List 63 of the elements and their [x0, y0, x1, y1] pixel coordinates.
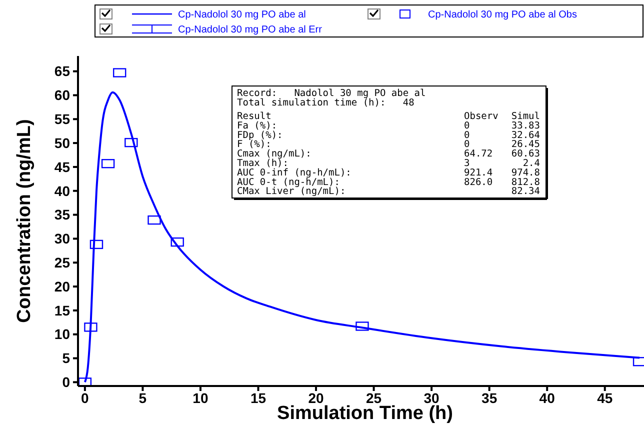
point	[356, 322, 369, 331]
x-tick-label: 35	[482, 390, 498, 406]
annotation: 0	[464, 130, 470, 141]
y-tick-label: 40	[54, 182, 70, 199]
annotation: Simul	[511, 111, 540, 122]
y-tick-label: 0	[62, 374, 70, 390]
annotation: Result	[237, 111, 272, 122]
annotation: 82.34	[511, 186, 540, 198]
annotation: Observ	[464, 111, 499, 122]
annotation: 60.63	[511, 148, 540, 160]
y-tick-label: 35	[54, 206, 70, 223]
x-tick-label: 15	[250, 390, 266, 406]
x-tick-label: 40	[539, 390, 556, 406]
point	[148, 215, 161, 225]
point	[84, 322, 98, 332]
annotation: 0	[464, 120, 470, 132]
x-tick-label: 5	[138, 390, 147, 406]
x-tick-label: 30	[424, 390, 440, 406]
y-tick-label: 10	[54, 326, 70, 342]
annotation: AUC 0-t (ng-h/mL):	[237, 176, 340, 188]
annotation: Total simulation time (h): 48	[237, 98, 415, 109]
x-tick-label: 20	[308, 390, 324, 406]
annotation: CMax Liver (ng/mL):	[237, 186, 346, 198]
annotation: 32.64	[511, 130, 540, 141]
point	[170, 237, 184, 247]
x-tick-label: 25	[366, 390, 382, 406]
x-tick-label: 0	[81, 390, 90, 406]
annotation: Tmax (h):	[237, 158, 288, 169]
y-tick-label: 60	[54, 87, 70, 104]
point	[124, 138, 138, 148]
annotation: AUC 0-inf (ng-h/mL):	[237, 167, 352, 178]
annotation: 0	[464, 139, 470, 150]
legend-label: Cp-Nadolol 30 mg PO abe al Err	[178, 24, 323, 36]
annotation: Cmax (ng/mL):	[237, 148, 312, 160]
annotation: 64.72	[464, 148, 493, 160]
legend-label: Cp-Nadolol 30 mg PO abe al Obs	[428, 10, 577, 20]
y-tick-label: 55	[54, 111, 70, 128]
annotation: 974.8	[511, 167, 540, 178]
y-axis-title: Concentration (ng/mL)	[14, 119, 35, 323]
x-tick-label: 45	[597, 390, 613, 406]
y-tick-label: 5	[62, 350, 70, 366]
y-tick-label: 50	[54, 134, 70, 151]
annotation: FDp (%):	[237, 130, 283, 141]
y-tick-label: 15	[54, 302, 70, 318]
y-tick-label: 65	[54, 63, 70, 80]
annotation: 2.4	[522, 158, 540, 169]
annotation: Record: Nadolol 30 mg PO abe al	[237, 88, 426, 99]
x-axis-title: Simulation Time (h)	[277, 403, 453, 424]
annotation: 921.4	[464, 167, 493, 178]
y-tick-label: 20	[54, 278, 70, 294]
legend-label: Cp-Nadolol 30 mg PO abe al	[178, 10, 306, 20]
annotation: 33.83	[511, 120, 540, 132]
annotation: F (%):	[237, 139, 272, 150]
y-tick-label: 25	[54, 254, 70, 271]
point	[90, 240, 104, 250]
annotation: 26.45	[511, 139, 540, 150]
y-tick-label: 30	[54, 230, 70, 247]
y-tick-label: 45	[54, 158, 70, 175]
annotation: 3	[464, 158, 470, 169]
annotation: 826.0	[464, 176, 493, 188]
annotation: Fa (%):	[237, 120, 278, 132]
annotation: 812.8	[511, 176, 540, 188]
x-tick-label: 10	[192, 390, 208, 406]
